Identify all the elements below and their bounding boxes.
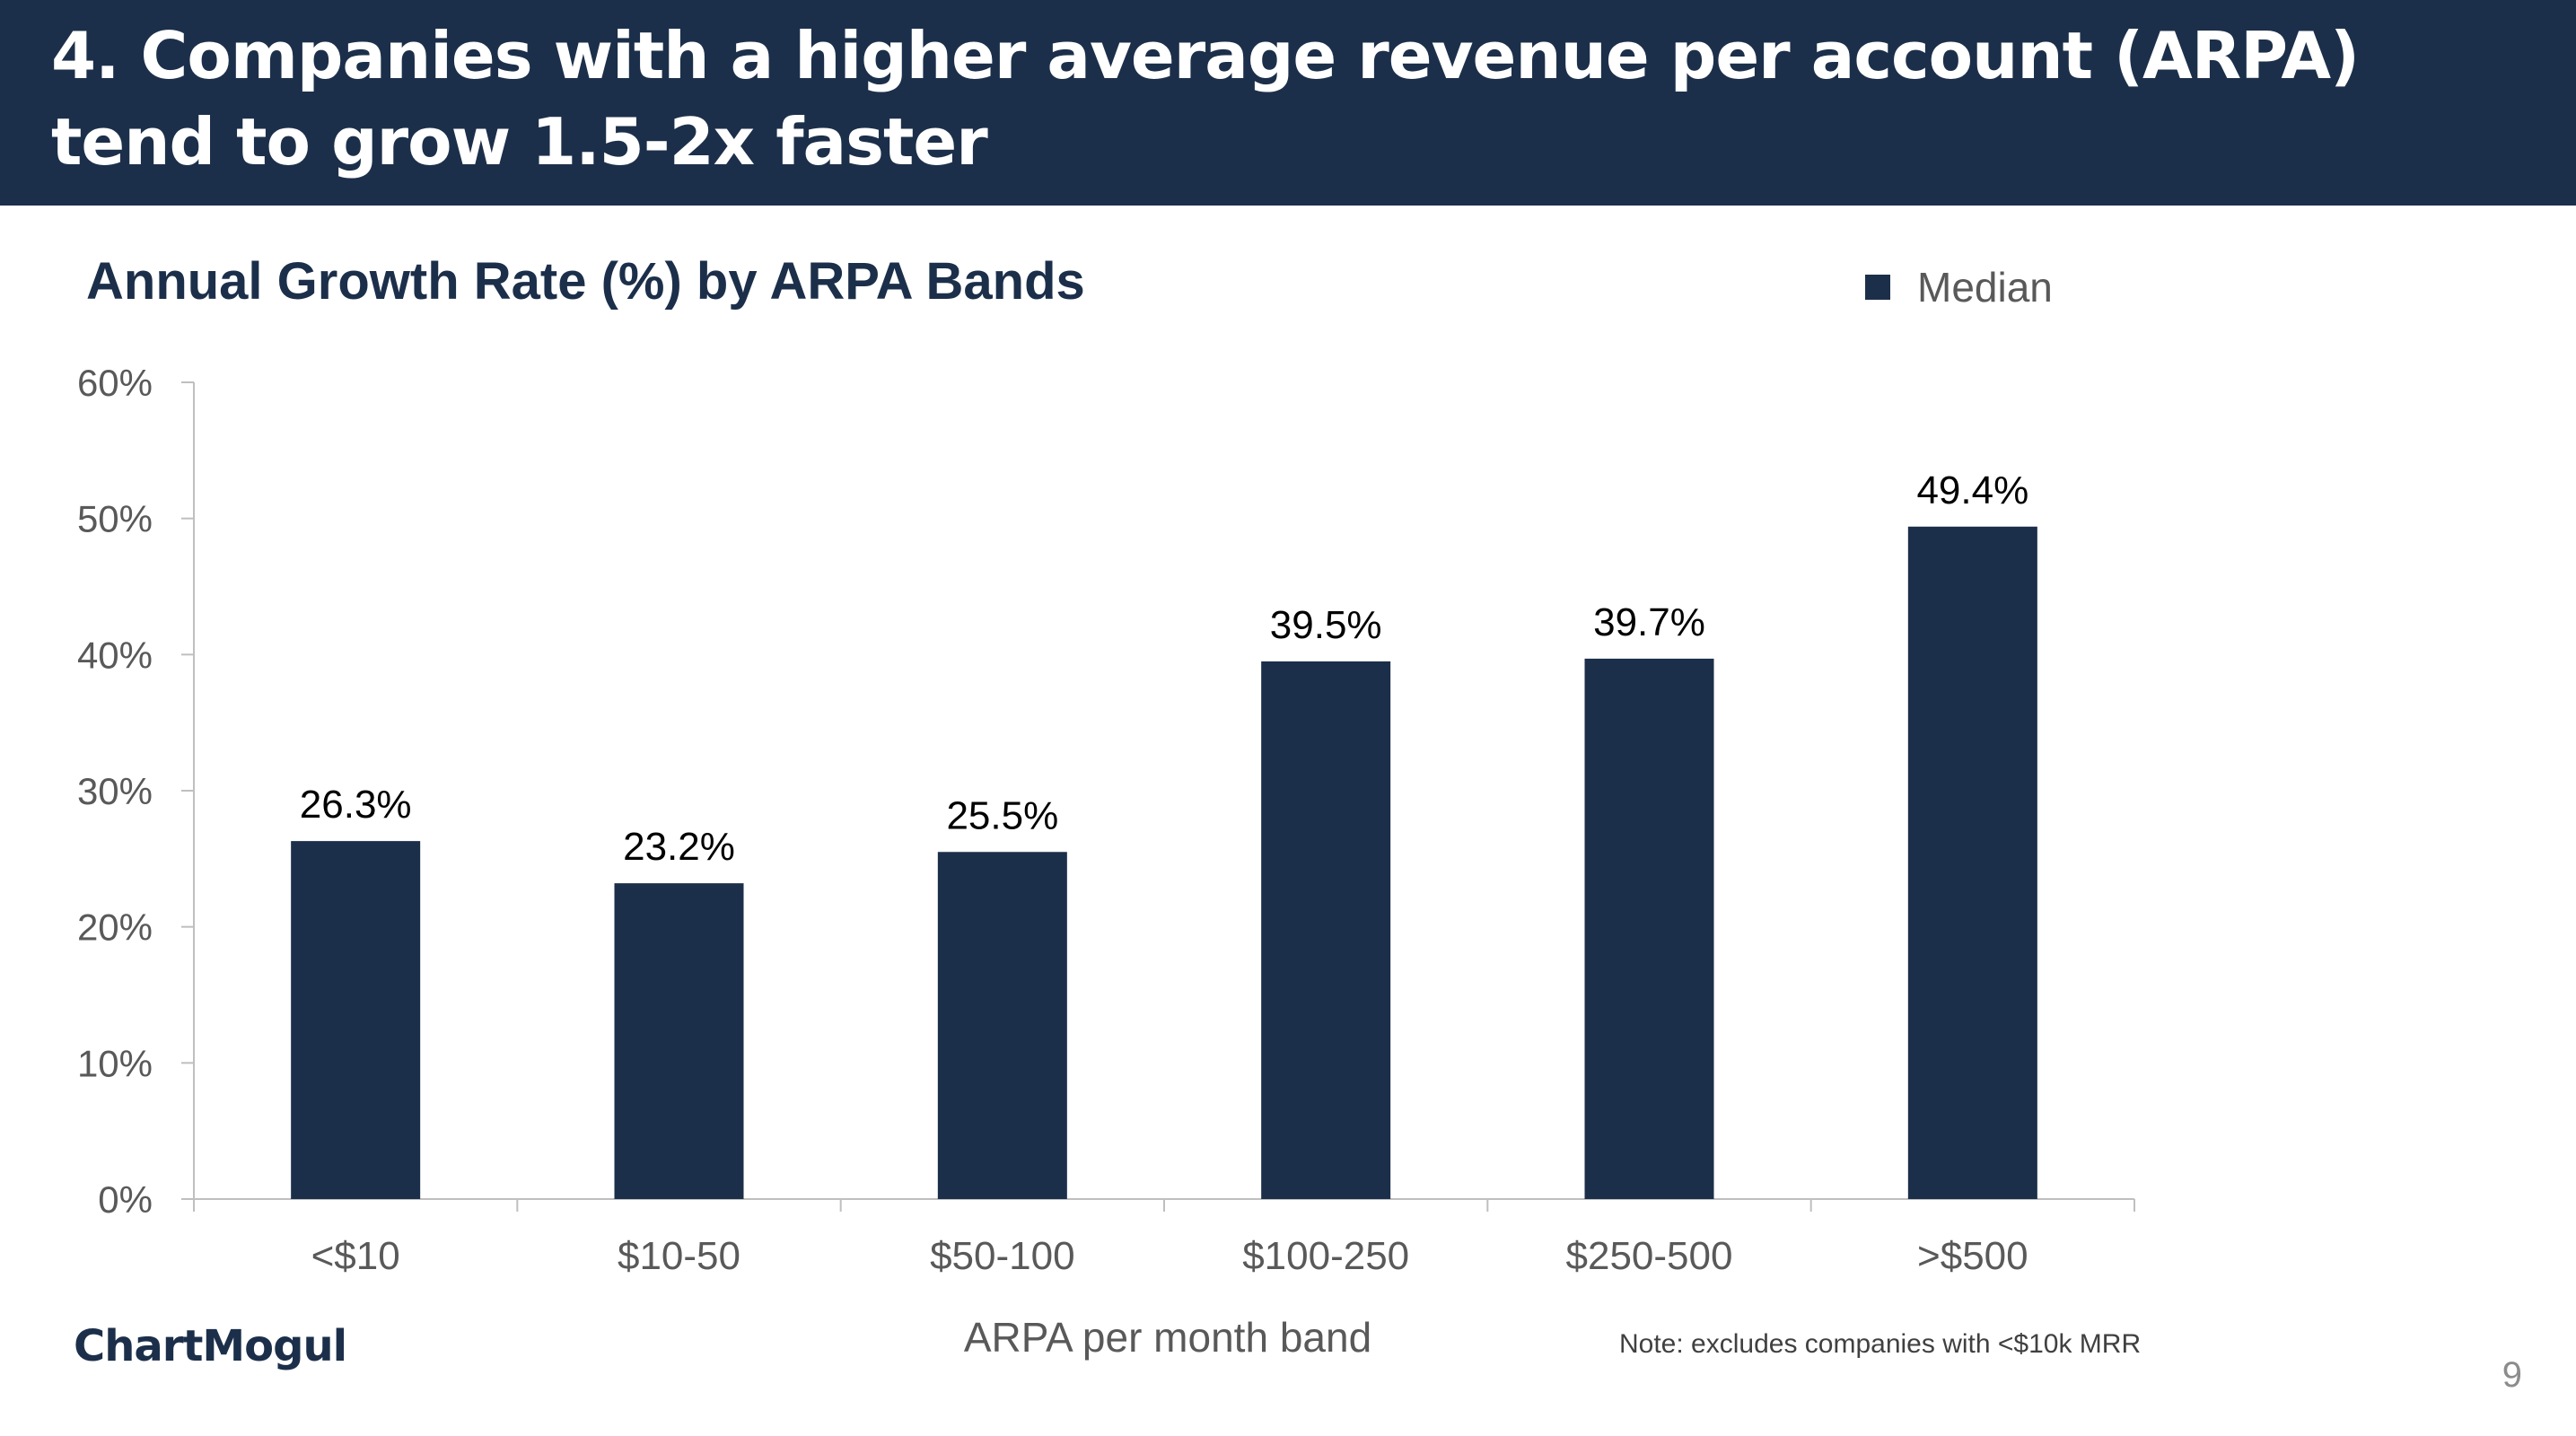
bar-$10-50 <box>614 883 744 1199</box>
x-tick-label: $100-250 <box>1242 1234 1409 1278</box>
bar-$100-250 <box>1261 661 1391 1199</box>
bar-$250-500 <box>1584 658 1714 1199</box>
bar-data-label: 25.5% <box>946 793 1058 837</box>
title-banner <box>0 0 2576 206</box>
bar-<$10 <box>291 841 421 1199</box>
legend-label-median: Median <box>1917 264 2053 311</box>
bar-data-label: 49.4% <box>1916 468 2028 512</box>
x-tick-label: $50-100 <box>930 1234 1074 1278</box>
y-tick-label: 0% <box>98 1178 153 1221</box>
legend-swatch-median <box>1865 275 1890 300</box>
y-tick-label: 60% <box>77 362 153 404</box>
y-tick-label: 30% <box>77 770 153 812</box>
bar-$50-100 <box>937 852 1067 1199</box>
y-tick-label: 20% <box>77 906 153 949</box>
x-tick-label: $250-500 <box>1566 1234 1733 1278</box>
footnote: Note: excludes companies with <$10k MRR <box>1619 1329 2142 1359</box>
bar-data-label: 26.3% <box>300 783 412 827</box>
x-axis-title: ARPA per month band <box>964 1314 1371 1361</box>
bar-data-label: 39.7% <box>1593 600 1705 644</box>
x-tick-label: <$10 <box>311 1234 400 1278</box>
chartmogul-logo: ChartMogul <box>74 1321 347 1371</box>
y-tick-label: 40% <box>77 634 153 676</box>
slide-title: 4. Companies with a higher average reven… <box>51 18 2360 180</box>
x-tick-label: $10-50 <box>618 1234 740 1278</box>
y-tick-label: 10% <box>77 1042 153 1084</box>
bar-data-label: 39.5% <box>1270 603 1382 647</box>
x-tick-label: >$500 <box>1917 1234 2028 1278</box>
chart-legend: Median <box>1865 260 2053 314</box>
bar->$500 <box>1907 526 2037 1199</box>
bar-data-label: 23.2% <box>623 825 735 869</box>
y-tick-label: 50% <box>77 498 153 540</box>
page-number: 9 <box>2502 1355 2522 1395</box>
chart-title: Annual Growth Rate (%) by ARPA Bands <box>86 252 1085 311</box>
